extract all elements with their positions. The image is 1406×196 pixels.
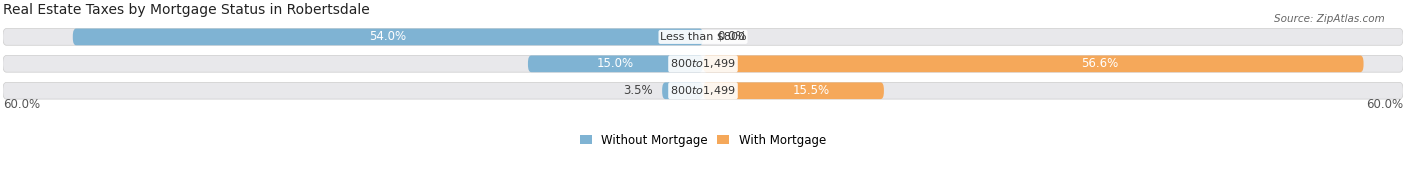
Legend: Without Mortgage, With Mortgage: Without Mortgage, With Mortgage [575,129,831,151]
FancyBboxPatch shape [3,29,1403,45]
Text: 15.5%: 15.5% [793,84,830,97]
FancyBboxPatch shape [73,29,703,45]
FancyBboxPatch shape [3,82,1403,99]
Text: 3.5%: 3.5% [623,84,652,97]
FancyBboxPatch shape [3,55,1403,72]
Text: Source: ZipAtlas.com: Source: ZipAtlas.com [1274,14,1385,24]
Text: 15.0%: 15.0% [598,57,634,70]
Text: Real Estate Taxes by Mortgage Status in Robertsdale: Real Estate Taxes by Mortgage Status in … [3,3,370,17]
Text: $800 to $1,499: $800 to $1,499 [671,84,735,97]
Text: 56.6%: 56.6% [1081,57,1118,70]
Text: 60.0%: 60.0% [3,98,39,111]
Text: 54.0%: 54.0% [370,30,406,44]
FancyBboxPatch shape [527,55,703,72]
FancyBboxPatch shape [662,82,703,99]
Text: 0.0%: 0.0% [717,30,747,44]
Text: 60.0%: 60.0% [1367,98,1403,111]
Text: Less than $800: Less than $800 [661,32,745,42]
FancyBboxPatch shape [703,55,1364,72]
FancyBboxPatch shape [703,82,884,99]
Text: $800 to $1,499: $800 to $1,499 [671,57,735,70]
